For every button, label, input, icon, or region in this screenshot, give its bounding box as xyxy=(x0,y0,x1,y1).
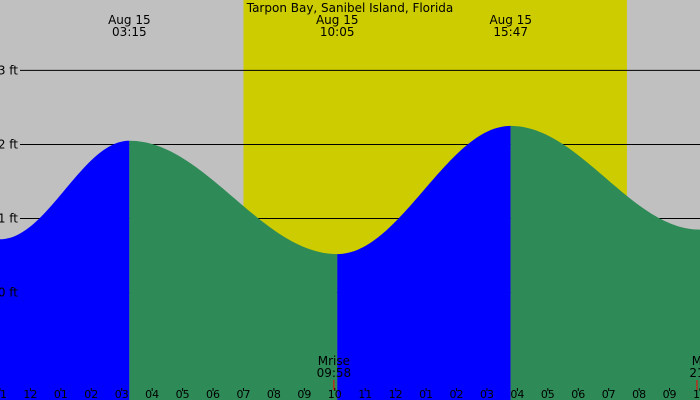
x-axis-ticks: 11 12 01 02 03 04 05 06 07 08 09 10 11 12 01 02 03 04 05 06… xyxy=(0,388,700,400)
x-tick-label-9: 08 xyxy=(267,388,281,400)
extreme-date-2: Aug 15 xyxy=(489,13,532,27)
x-tick-label-6: 05 xyxy=(176,388,190,400)
falling-tide-area-3 xyxy=(510,125,700,400)
event-time-1: 21 xyxy=(689,366,700,380)
y-label-2ft: 2 ft xyxy=(0,137,18,151)
falling-tide-area-1 xyxy=(129,140,338,400)
x-tick-label-19: 06 xyxy=(571,388,585,400)
x-tick-label-11: 10 xyxy=(328,388,342,400)
x-tick-label-3: 02 xyxy=(84,388,98,400)
x-tick-label-7: 06 xyxy=(206,388,220,400)
x-tick-label-10: 09 xyxy=(297,388,311,400)
x-tick-label-5: 04 xyxy=(145,388,159,400)
extreme-time-0: 03:15 xyxy=(112,25,147,39)
event-label-0: Mrise xyxy=(318,354,350,368)
chart-title: Tarpon Bay, Sanibel Island, Florida xyxy=(246,1,454,15)
x-tick-label-21: 08 xyxy=(632,388,646,400)
x-tick-label-2: 01 xyxy=(54,388,68,400)
x-tick-label-4: 03 xyxy=(115,388,129,400)
x-tick-label-8: 07 xyxy=(236,388,250,400)
rising-tide-area-0 xyxy=(0,140,130,400)
x-tick-label-14: 01 xyxy=(419,388,433,400)
x-tick-label-15: 02 xyxy=(450,388,464,400)
y-label-0ft: 0 ft xyxy=(0,286,18,300)
extreme-time-2: 15:47 xyxy=(493,25,528,39)
event-time-0: 09:58 xyxy=(317,366,352,380)
extreme-time-1: 10:05 xyxy=(320,25,355,39)
x-tick-label-22: 09 xyxy=(663,388,677,400)
extreme-date-0: Aug 15 xyxy=(108,13,151,27)
extreme-date-1: Aug 15 xyxy=(316,13,359,27)
tide-areas xyxy=(0,125,700,400)
y-label-1ft: 1 ft xyxy=(0,212,18,226)
x-tick-label-18: 05 xyxy=(541,388,555,400)
x-tick-label-0: 11 xyxy=(0,388,7,400)
x-tick-label-13: 12 xyxy=(389,388,403,400)
x-tick-label-20: 07 xyxy=(602,388,616,400)
x-tick-label-23: 10 xyxy=(693,388,700,400)
y-axis-labels: 0 ft 1 ft 2 ft 3 ft xyxy=(0,63,18,299)
x-tick-label-16: 03 xyxy=(480,388,494,400)
y-label-3ft: 3 ft xyxy=(0,63,18,77)
x-tick-label-12: 11 xyxy=(358,388,372,400)
x-tick-label-1: 12 xyxy=(23,388,37,400)
event-label-1: M xyxy=(692,354,700,368)
rising-tide-area-2 xyxy=(337,125,511,400)
x-tick-label-17: 04 xyxy=(510,388,524,400)
